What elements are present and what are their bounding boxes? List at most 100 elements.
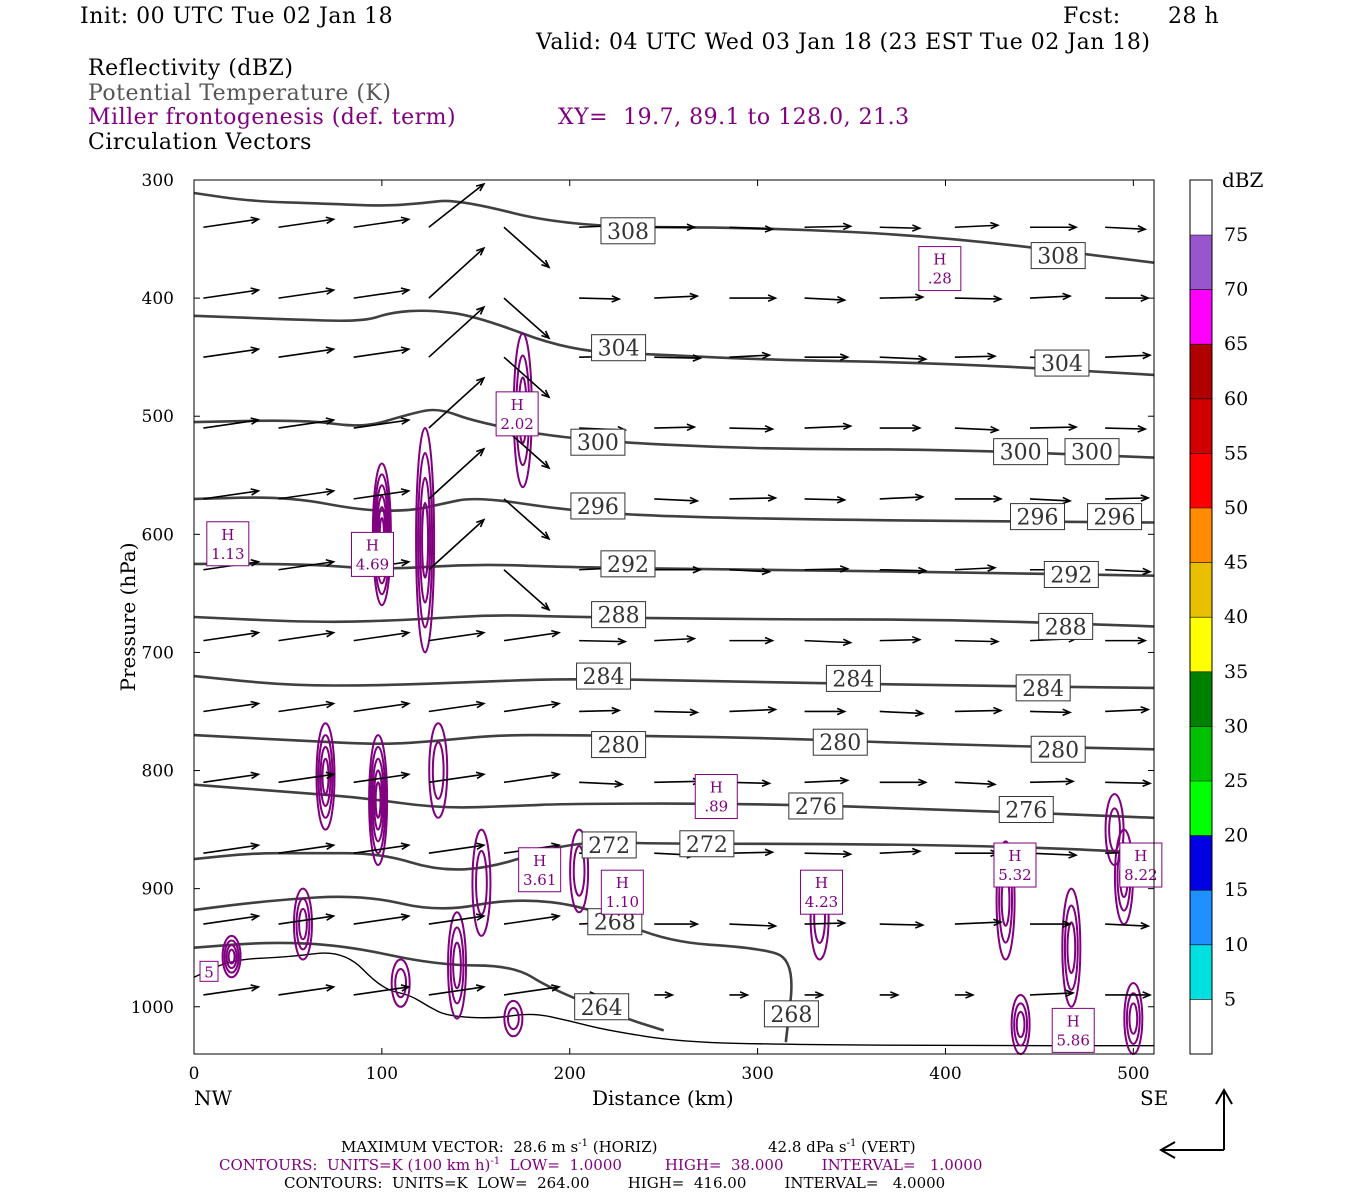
- y-tick-label: 900: [142, 880, 174, 900]
- circulation-vector: [278, 771, 336, 784]
- colorbar-tick-label: 20: [1224, 825, 1248, 847]
- circulation-vector: [278, 913, 336, 925]
- vector-head: [475, 629, 486, 638]
- init-time: Init: 00 UTC Tue 02 Jan 18: [80, 4, 394, 29]
- vector-head: [325, 700, 336, 709]
- x-tick-label: 0: [189, 1064, 200, 1084]
- vector-shaft: [278, 986, 334, 996]
- vector-head: [541, 389, 551, 399]
- vector-shaft: [954, 224, 998, 229]
- circulation-vector: [1105, 921, 1151, 930]
- vector-shaft: [954, 709, 1001, 713]
- vector-head: [993, 495, 1003, 503]
- frontogenesis-max-h: H: [533, 852, 546, 870]
- theta-contour-288: [193, 614, 1155, 628]
- terrain-line: [193, 952, 1154, 1047]
- vector-shaft: [954, 639, 998, 643]
- vector-head: [990, 221, 1000, 230]
- theta-label-box: [591, 334, 647, 362]
- vector-head: [325, 346, 336, 354]
- circulation-vector: [954, 352, 997, 361]
- vector-head: [614, 780, 625, 788]
- circulation-vectors: [203, 182, 1153, 999]
- circulation-vector: [428, 518, 486, 571]
- circulation-vector: [579, 706, 622, 715]
- theta-label-280: 280: [812, 728, 868, 756]
- vector-shaft: [1105, 427, 1146, 430]
- vector-head: [993, 295, 1003, 303]
- theta-label-296: 296: [570, 492, 626, 520]
- colorbar-tick-label: 40: [1224, 606, 1248, 628]
- vector-shaft: [804, 567, 848, 571]
- vector-head: [842, 422, 853, 431]
- vector-shaft: [428, 306, 485, 358]
- footer-max-vector: MAXIMUM VECTOR: 28.6 m s-1 (HORIZ): [341, 1138, 658, 1156]
- field-reflectivity: Reflectivity (dBZ): [88, 56, 294, 81]
- vector-shaft: [203, 289, 259, 299]
- vector-shaft: [804, 779, 848, 784]
- vector-shaft: [428, 986, 484, 996]
- vector-shaft: [353, 986, 409, 996]
- vector-shaft: [654, 710, 698, 714]
- frontogenesis-contour: [1125, 992, 1141, 1045]
- circulation-vector: [879, 991, 900, 999]
- vector-shaft: [278, 773, 334, 784]
- vector-head: [551, 913, 562, 921]
- field-potential-temperature: Potential Temperature (K): [88, 81, 392, 106]
- vector-head: [475, 182, 486, 192]
- circulation-vector: [428, 447, 486, 500]
- theta-label-text: 272: [686, 833, 728, 858]
- frontogenesis-contour: [1108, 807, 1121, 852]
- vector-shaft: [503, 569, 550, 611]
- circulation-vector: [729, 351, 772, 360]
- circulation-vector: [879, 921, 925, 929]
- circulation-vector: [1029, 292, 1073, 301]
- colorbar-tick-label: 65: [1224, 333, 1248, 355]
- circulation-vector: [729, 636, 775, 645]
- circulation-vector: [1105, 494, 1151, 502]
- frontogenesis-max-box: [993, 842, 1037, 888]
- vector-shaft: [353, 915, 409, 925]
- circulation-vector: [278, 842, 336, 855]
- vector-head: [476, 246, 486, 256]
- theta-label-text: 276: [1005, 799, 1047, 824]
- frontogenesis-contour: [368, 734, 389, 867]
- theta-label-text: 272: [588, 834, 630, 859]
- vector-head: [686, 223, 697, 232]
- frontogenesis-contour: [225, 944, 238, 970]
- vector-head: [476, 376, 486, 386]
- vector-shaft: [579, 709, 620, 713]
- circulation-vector: [579, 637, 628, 646]
- vector-shaft: [954, 921, 1001, 925]
- frontogenesis-max-box: [495, 391, 539, 437]
- vector-head: [250, 629, 261, 638]
- vector-shaft: [804, 297, 845, 301]
- vector-head: [551, 700, 562, 709]
- vector-head: [475, 984, 486, 992]
- vector-head: [325, 842, 336, 851]
- vector-shaft: [1029, 710, 1071, 714]
- circulation-vector: [1029, 989, 1076, 998]
- circulation-vector: [729, 567, 772, 576]
- circulation-vector: [428, 771, 486, 784]
- vector-head: [400, 488, 411, 496]
- vector-head: [918, 778, 928, 787]
- theta-label-text: 292: [1050, 563, 1092, 588]
- frontogenesis-contour: [374, 781, 382, 819]
- vector-shaft: [879, 568, 926, 572]
- y-tick-label: 400: [142, 289, 174, 309]
- circulation-vector: [278, 558, 336, 571]
- frontogenesis-contour: [471, 828, 492, 937]
- vector-shaft: [203, 702, 259, 713]
- vector-head: [1142, 779, 1153, 788]
- frontogenesis-max-label: H4.69: [350, 531, 394, 577]
- vector-shaft: [278, 419, 334, 429]
- vector-shaft: [879, 638, 920, 642]
- circulation-vector: [804, 707, 847, 716]
- vector-shaft: [203, 631, 259, 642]
- colorbar-segment: [1190, 289, 1212, 345]
- colorbar-segment: [1190, 726, 1212, 781]
- vector-shaft: [503, 915, 560, 925]
- circulation-vector: [278, 216, 336, 229]
- circulation-vector: [654, 423, 697, 432]
